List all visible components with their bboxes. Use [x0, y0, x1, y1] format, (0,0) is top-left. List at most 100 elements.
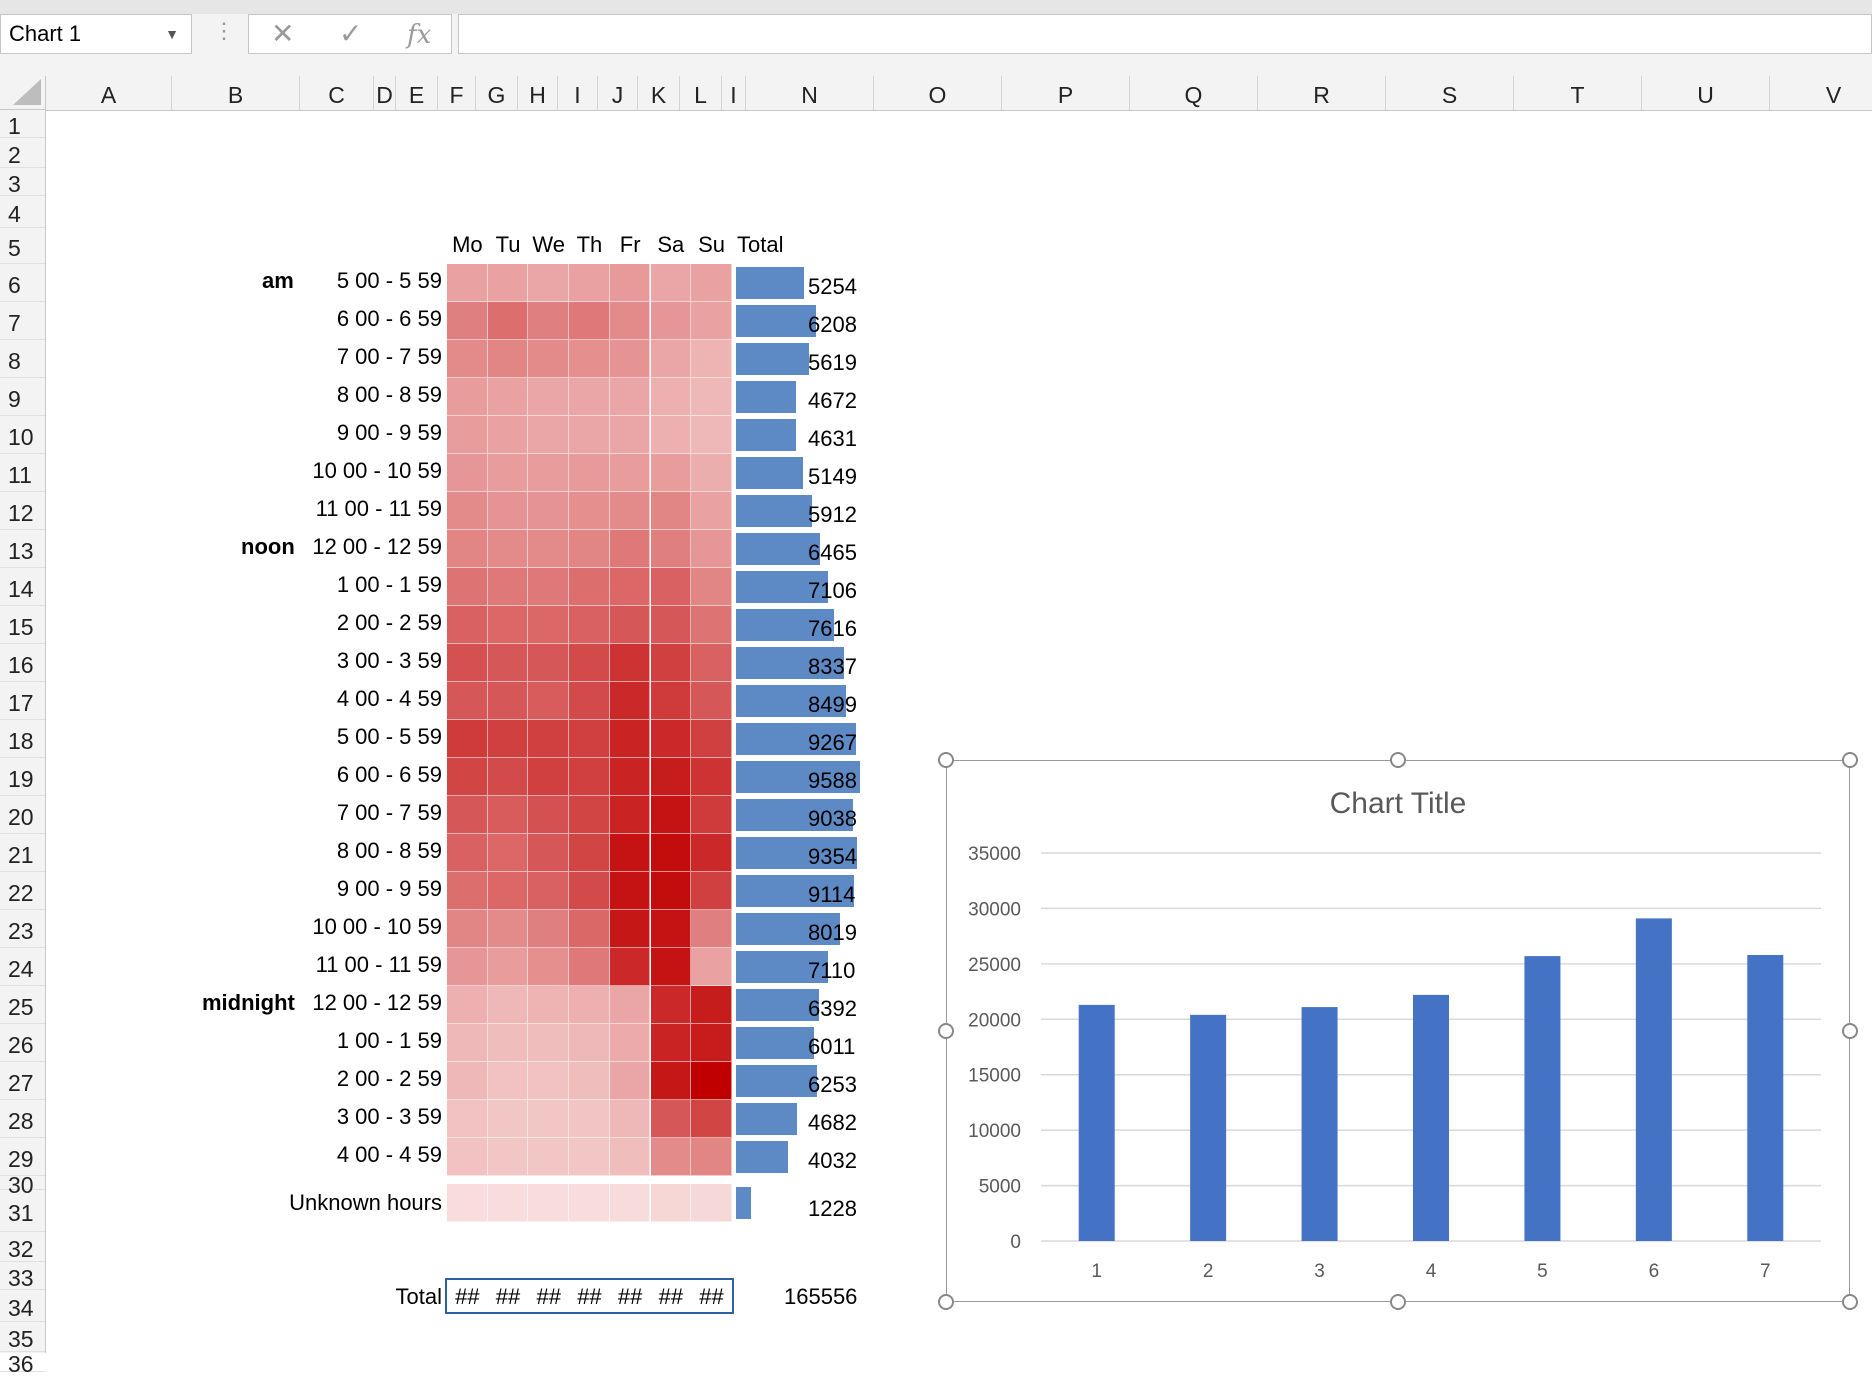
- heatmap-cell[interactable]: [569, 264, 610, 302]
- heatmap-cell[interactable]: [691, 416, 732, 454]
- heatmap-cell[interactable]: [609, 530, 651, 568]
- heatmap-cell[interactable]: [487, 948, 529, 986]
- row-header[interactable]: 2: [0, 138, 45, 168]
- heatmap-cell[interactable]: [569, 834, 610, 872]
- heatmap-cell[interactable]: [487, 302, 529, 340]
- heatmap-cell[interactable]: [528, 720, 570, 758]
- heatmap-cell[interactable]: [487, 1100, 529, 1138]
- heatmap-cell[interactable]: [569, 378, 610, 416]
- heatmap-cell[interactable]: [447, 340, 488, 378]
- row-header[interactable]: 34: [0, 1290, 45, 1322]
- row-header[interactable]: 35: [0, 1322, 45, 1352]
- row-header[interactable]: 3: [0, 168, 45, 197]
- heatmap-cell[interactable]: [650, 758, 692, 796]
- heatmap-cell[interactable]: [487, 1024, 529, 1062]
- heatmap-cell[interactable]: [691, 454, 732, 492]
- heatmap-cell[interactable]: [609, 986, 651, 1024]
- total-cell[interactable]: ##: [455, 1284, 480, 1309]
- heatmap-cell[interactable]: [691, 796, 732, 834]
- heatmap-cell[interactable]: [447, 1100, 488, 1138]
- row-header[interactable]: 6: [0, 264, 45, 302]
- heatmap-cell[interactable]: [650, 1184, 692, 1222]
- column-header[interactable]: U: [1642, 76, 1770, 110]
- heatmap-cell[interactable]: [569, 454, 610, 492]
- heatmap-cell[interactable]: [528, 1024, 570, 1062]
- heatmap-cell[interactable]: [650, 454, 692, 492]
- heatmap-cell[interactable]: [447, 264, 488, 302]
- select-all-button[interactable]: [0, 76, 46, 110]
- column-header[interactable]: E: [396, 76, 438, 110]
- heatmap-cell[interactable]: [569, 644, 610, 682]
- heatmap-cell[interactable]: [569, 606, 610, 644]
- row-header[interactable]: 29: [0, 1138, 45, 1176]
- total-cell[interactable]: ##: [495, 1284, 521, 1309]
- heatmap-cell[interactable]: [691, 606, 732, 644]
- row-header[interactable]: 26: [0, 1024, 45, 1062]
- heatmap-cell[interactable]: [691, 530, 732, 568]
- heatmap-cell[interactable]: [609, 644, 651, 682]
- heatmap-cell[interactable]: [609, 340, 651, 378]
- heatmap-cell[interactable]: [447, 416, 488, 454]
- heatmap-cell[interactable]: [528, 454, 570, 492]
- heatmap-cell[interactable]: [691, 720, 732, 758]
- heatmap-cell[interactable]: [609, 302, 651, 340]
- column-header[interactable]: B: [172, 76, 300, 110]
- heatmap-cell[interactable]: [569, 796, 610, 834]
- heatmap-cell[interactable]: [609, 568, 651, 606]
- heatmap-cell[interactable]: [487, 644, 529, 682]
- heatmap-cell[interactable]: [609, 720, 651, 758]
- heatmap-cell[interactable]: [528, 606, 570, 644]
- heatmap-cell[interactable]: [569, 568, 610, 606]
- heatmap-cell[interactable]: [528, 986, 570, 1024]
- heatmap-cell[interactable]: [487, 1062, 529, 1100]
- heatmap-cell[interactable]: [447, 986, 488, 1024]
- heatmap-cell[interactable]: [447, 378, 488, 416]
- enter-icon[interactable]: ✓: [339, 18, 363, 49]
- heatmap-cell[interactable]: [447, 948, 488, 986]
- heatmap-cell[interactable]: [447, 872, 488, 910]
- heatmap-cell[interactable]: [447, 302, 488, 340]
- column-header[interactable]: O: [874, 76, 1002, 110]
- heatmap-cell[interactable]: [528, 1184, 570, 1222]
- column-header[interactable]: H: [518, 76, 558, 110]
- heatmap-cell[interactable]: [487, 568, 529, 606]
- column-header[interactable]: R: [1258, 76, 1386, 110]
- heatmap-cell[interactable]: [650, 302, 692, 340]
- heatmap-cell[interactable]: [487, 530, 529, 568]
- heatmap-cell[interactable]: [528, 1138, 570, 1176]
- heatmap-cell[interactable]: [447, 1138, 488, 1176]
- heatmap-cell[interactable]: [691, 492, 732, 530]
- heatmap-cell[interactable]: [609, 1138, 651, 1176]
- resize-handle[interactable]: [938, 1294, 954, 1310]
- row-header[interactable]: 13: [0, 530, 45, 568]
- heatmap-cell[interactable]: [609, 606, 651, 644]
- heatmap-cell[interactable]: [569, 720, 610, 758]
- heatmap-cell[interactable]: [447, 834, 488, 872]
- resize-handle[interactable]: [938, 752, 954, 768]
- heatmap-cell[interactable]: [650, 1138, 692, 1176]
- column-header[interactable]: G: [476, 76, 518, 110]
- heatmap-cell[interactable]: [447, 568, 488, 606]
- heatmap-cell[interactable]: [650, 264, 692, 302]
- row-header[interactable]: 30: [0, 1174, 45, 1197]
- row-header[interactable]: 32: [0, 1232, 45, 1262]
- heatmap-cell[interactable]: [691, 910, 732, 948]
- row-header[interactable]: 21: [0, 834, 45, 872]
- heatmap-cell[interactable]: [528, 910, 570, 948]
- heatmap-cell[interactable]: [691, 872, 732, 910]
- heatmap-cell[interactable]: [609, 378, 651, 416]
- heatmap-cell[interactable]: [650, 644, 692, 682]
- heatmap-cell[interactable]: [487, 758, 529, 796]
- row-header[interactable]: 28: [0, 1100, 45, 1138]
- chart-object[interactable]: Chart Title 0 5000 10000 15000 20000 25000 3000…: [946, 760, 1850, 1302]
- heatmap-cell[interactable]: [609, 910, 651, 948]
- heatmap-cell[interactable]: [528, 682, 570, 720]
- row-header[interactable]: 17: [0, 682, 45, 720]
- heatmap-cell[interactable]: [487, 1184, 529, 1222]
- resize-handle[interactable]: [1842, 1023, 1858, 1039]
- heatmap-cell[interactable]: [569, 1184, 610, 1222]
- heatmap-cell[interactable]: [609, 1062, 651, 1100]
- heatmap-cell[interactable]: [487, 606, 529, 644]
- heatmap-cell[interactable]: [691, 644, 732, 682]
- row-header[interactable]: 10: [0, 416, 45, 454]
